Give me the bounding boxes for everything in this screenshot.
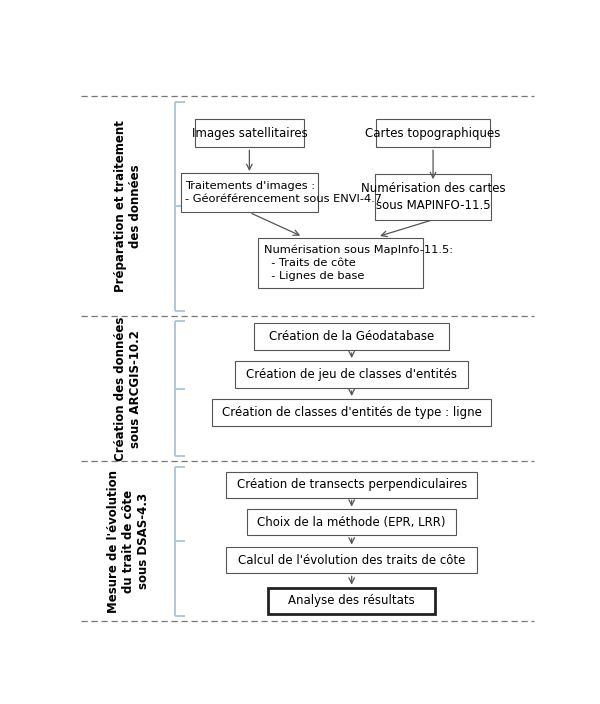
FancyBboxPatch shape — [254, 323, 449, 350]
Text: Choix de la méthode (EPR, LRR): Choix de la méthode (EPR, LRR) — [257, 516, 446, 529]
Text: Images satellitaires: Images satellitaires — [191, 127, 307, 140]
FancyBboxPatch shape — [247, 510, 457, 536]
FancyBboxPatch shape — [257, 238, 422, 288]
Text: Création des données
sous ARCGIS-10.2: Création des données sous ARCGIS-10.2 — [115, 316, 142, 461]
Text: Préparation et traitement
des données: Préparation et traitement des données — [115, 120, 142, 292]
Text: Cartes topographiques: Cartes topographiques — [365, 127, 501, 140]
FancyBboxPatch shape — [212, 399, 491, 426]
FancyBboxPatch shape — [195, 119, 304, 147]
Text: Création de transects perpendiculaires: Création de transects perpendiculaires — [236, 478, 467, 491]
Text: Numérisation des cartes
sous MAPINFO-11.5: Numérisation des cartes sous MAPINFO-11.… — [361, 182, 505, 212]
Text: Analyse des résultats: Analyse des résultats — [289, 594, 415, 607]
FancyBboxPatch shape — [376, 119, 490, 147]
Text: Calcul de l'évolution des traits de côte: Calcul de l'évolution des traits de côte — [238, 554, 466, 567]
Text: Mesure de l'évolution
du trait de côte
sous DSAS-4.3: Mesure de l'évolution du trait de côte s… — [107, 470, 150, 612]
FancyBboxPatch shape — [235, 361, 468, 388]
Text: Création de la Géodatabase: Création de la Géodatabase — [269, 330, 434, 343]
Text: Création de jeu de classes d'entités: Création de jeu de classes d'entités — [246, 368, 457, 381]
FancyBboxPatch shape — [226, 548, 477, 574]
FancyBboxPatch shape — [226, 472, 477, 498]
Text: Création de classes d'entités de type : ligne: Création de classes d'entités de type : … — [222, 406, 482, 419]
FancyBboxPatch shape — [181, 173, 318, 213]
FancyBboxPatch shape — [375, 174, 491, 220]
FancyBboxPatch shape — [268, 588, 436, 614]
Text: Traitements d'images :
- Géoréférencement sous ENVI-4.7: Traitements d'images : - Géoréférencemen… — [185, 182, 382, 204]
Text: Numérisation sous MapInfo-11.5:
  - Traits de côte
  - Lignes de base: Numérisation sous MapInfo-11.5: - Traits… — [265, 244, 454, 282]
